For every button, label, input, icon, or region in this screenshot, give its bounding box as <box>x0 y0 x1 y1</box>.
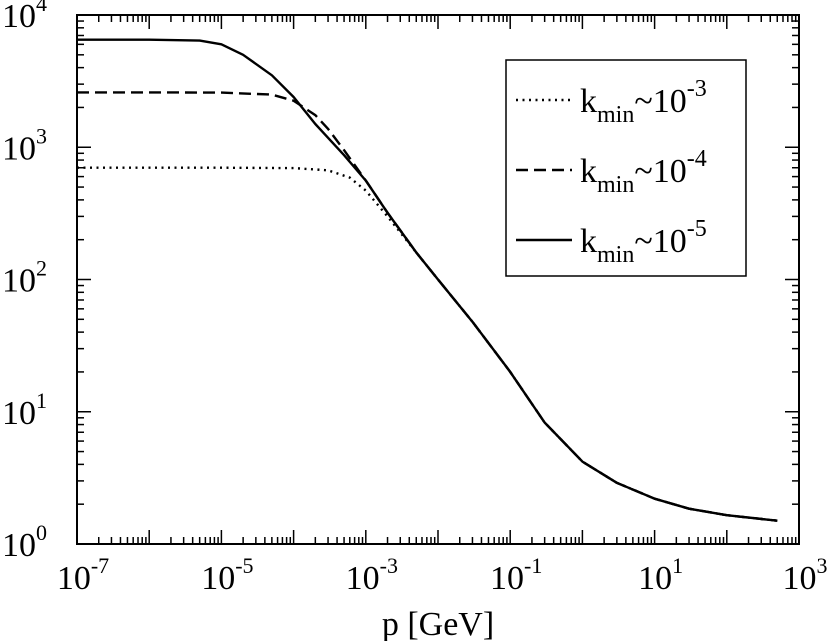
y-tick-label: 100 <box>2 520 47 564</box>
x-tick-labels: 10-7 10-5 10-3 10-1 101 103 <box>57 553 828 597</box>
legend-label: kmin~10-3 <box>580 76 707 128</box>
y-tick-label: 101 <box>2 388 47 432</box>
x-tick-label: 10-7 <box>57 553 109 597</box>
y-tick-label: 102 <box>2 256 47 300</box>
x-tick-label: 101 <box>638 553 683 597</box>
y-tick-label: 103 <box>2 123 47 167</box>
series-line-solid <box>77 38 778 522</box>
legend: kmin~10-3 kmin~10-4 kmin~10-5 <box>505 59 747 277</box>
x-axis-label: p [GeV] <box>382 606 494 641</box>
axis-ticks <box>76 14 800 545</box>
series-lines <box>77 38 778 522</box>
x-tick-label: 10-5 <box>201 553 253 597</box>
x-tick-label: 103 <box>783 553 828 597</box>
y-tick-labels: 100 101 102 103 104 <box>2 0 47 564</box>
legend-label: kmin~10-5 <box>580 216 707 268</box>
y-tick-label: 104 <box>2 0 47 35</box>
legend-label: kmin~10-4 <box>580 146 707 198</box>
x-tick-label: 10-1 <box>490 553 542 597</box>
x-tick-label: 10-3 <box>346 553 398 597</box>
